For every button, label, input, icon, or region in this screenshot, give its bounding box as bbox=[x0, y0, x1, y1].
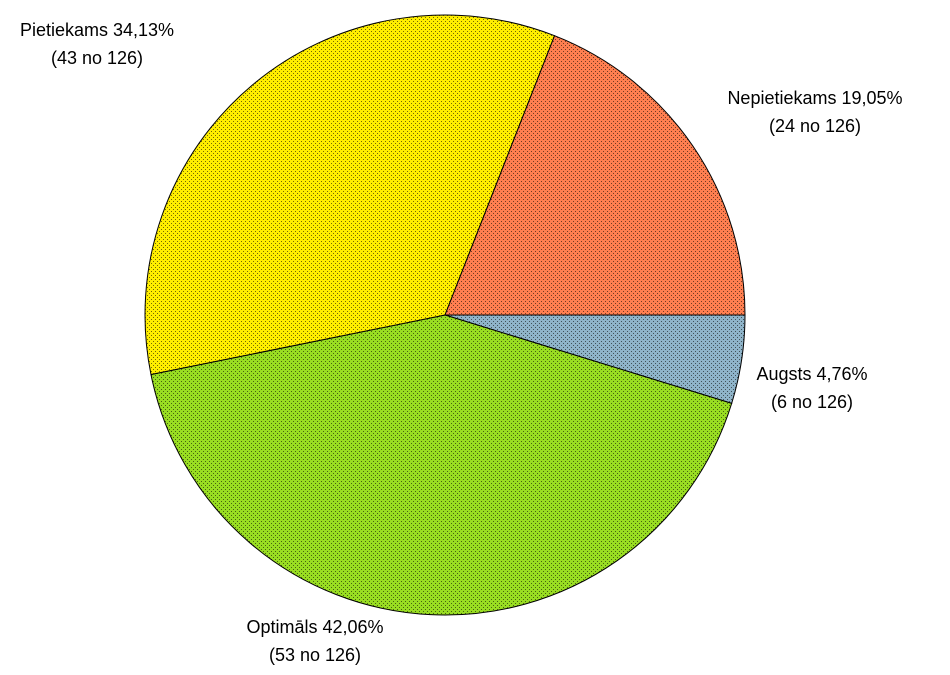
slice-count: (53 no 126) bbox=[269, 645, 361, 665]
slice-value: 19,05% bbox=[842, 88, 903, 108]
pie-slice bbox=[444, 35, 746, 316]
slice-count: (43 no 126) bbox=[51, 48, 143, 68]
slice-label: Nepietiekams 19,05% bbox=[727, 88, 902, 108]
slice-value: 42,06% bbox=[322, 617, 383, 637]
slice-count: (24 no 126) bbox=[769, 116, 861, 136]
slice-label: Augsts 4,76% bbox=[756, 364, 867, 384]
slice-category: Pietiekams bbox=[20, 20, 108, 40]
slice-category: Augsts bbox=[756, 364, 811, 384]
slice-count: (6 no 126) bbox=[771, 392, 853, 412]
slice-label: Optimāls 42,06% bbox=[246, 617, 383, 637]
slice-value: 34,13% bbox=[113, 20, 174, 40]
slice-label: Pietiekams 34,13% bbox=[20, 20, 174, 40]
slice-value: 4,76% bbox=[817, 364, 868, 384]
slice-category: Nepietiekams bbox=[727, 88, 836, 108]
slice-category: Optimāls bbox=[246, 617, 317, 637]
pie-slice bbox=[150, 314, 733, 616]
pie-slice bbox=[144, 14, 556, 376]
